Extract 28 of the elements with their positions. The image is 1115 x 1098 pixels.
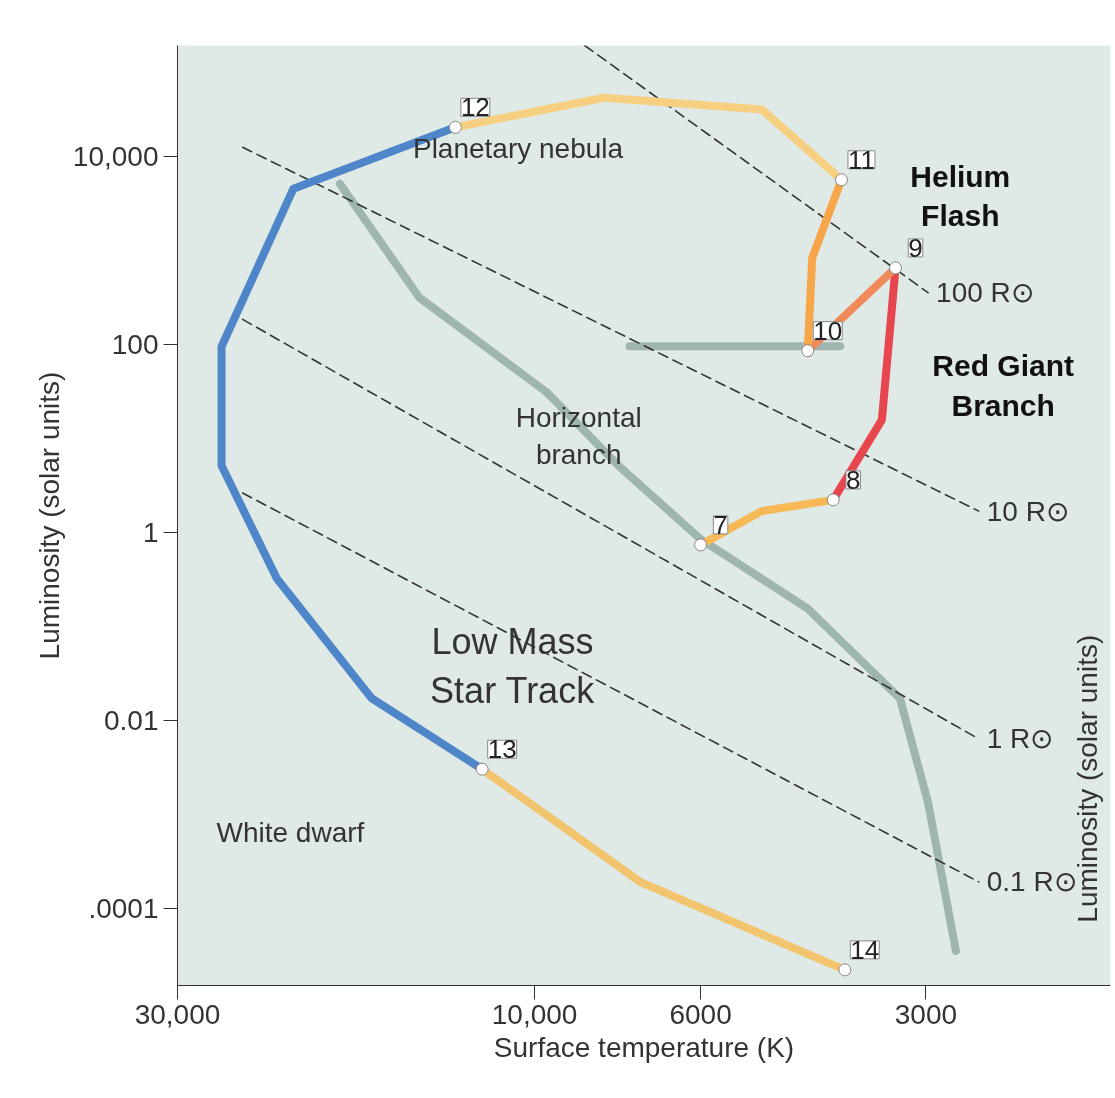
x-tick-label: 6000: [669, 998, 732, 1030]
annotation: Helium Flash: [910, 159, 1011, 233]
annotation: Horizontal branch: [515, 401, 642, 470]
annotation: 14: [850, 934, 880, 965]
x-tick-label: 3000: [894, 998, 958, 1030]
y-tick-label: 0.01: [104, 704, 159, 736]
x-tick-label: 10,000: [491, 998, 578, 1030]
annotation: Low Mass Star Track: [430, 620, 596, 711]
series-label: 1 R⊙: [986, 723, 1054, 755]
annotation: 12: [460, 92, 490, 123]
annotation: 8: [845, 464, 861, 495]
x-tick-label: 30,000: [134, 998, 221, 1030]
annotation: Planetary nebula: [412, 133, 624, 165]
annotation: White dwarf: [216, 816, 365, 848]
annotation: 13: [487, 734, 517, 765]
annotation: 10: [813, 315, 843, 346]
series-label: 100 R⊙: [936, 277, 1034, 309]
annotation: 11: [847, 144, 875, 175]
annotation: Red Giant Branch: [932, 349, 1075, 423]
y-tick-label: 1: [142, 516, 159, 548]
series-label: 10 R⊙: [986, 495, 1069, 527]
annotation: 7: [713, 509, 728, 540]
y-tick-label: .0001: [88, 892, 159, 924]
y-tick-label: 100: [111, 328, 159, 360]
y-axis-title: Luminosity (solar units): [33, 371, 65, 660]
annotation: 9: [908, 232, 923, 263]
y-tick-label: 10,000: [72, 140, 159, 172]
x-axis-title: Surface temperature (K): [493, 1031, 795, 1063]
